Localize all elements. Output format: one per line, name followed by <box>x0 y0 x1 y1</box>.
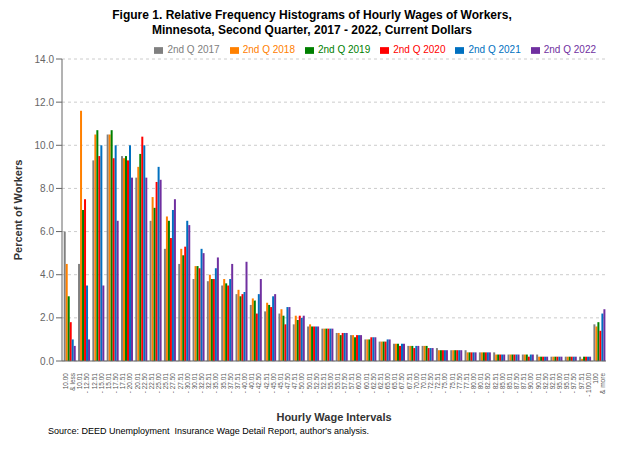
svg-text:Hourly Wage Intervals: Hourly Wage Intervals <box>276 411 391 423</box>
svg-text:6.0: 6.0 <box>40 226 54 237</box>
svg-text:95.01- 97.50: 95.01- 97.50 <box>563 373 577 394</box>
svg-text:47.51- 50.00: 47.51- 50.00 <box>291 373 305 394</box>
svg-text:10.00& less: 10.00& less <box>62 372 76 390</box>
svg-text:82.51- 85.00: 82.51- 85.00 <box>492 373 506 394</box>
svg-text:10.01- 12.50: 10.01- 12.50 <box>76 373 90 394</box>
html-text:2nd Q 2018: 2nd Q 2018 <box>242 44 295 55</box>
html-text:Minnesota, Second Quarter, 201: Minnesota, Second Quarter, 2017 - 2022, … <box>151 23 472 37</box>
svg-text:4.0: 4.0 <box>40 269 54 280</box>
svg-text:100& more: 100& more <box>592 373 606 394</box>
svg-text:30.01- 32.50: 30.01- 32.50 <box>191 373 205 394</box>
svg-text:15.01- 17.50: 15.01- 17.50 <box>105 373 119 394</box>
svg-text:65.01- 67.50: 65.01- 67.50 <box>391 373 405 394</box>
svg-text:37.51- 40.00: 37.51- 40.00 <box>234 373 248 394</box>
svg-text:12.51- 15.00: 12.51- 15.00 <box>91 373 105 394</box>
svg-text:2.0: 2.0 <box>40 312 54 323</box>
svg-text:27.51- 30.00: 27.51- 30.00 <box>177 373 191 394</box>
svg-text:90.01- 92.50: 90.01- 92.50 <box>535 373 549 394</box>
svg-text:50.01- 52.50: 50.01- 52.50 <box>306 373 320 394</box>
svg-text:20.01- 22.50: 20.01- 22.50 <box>134 373 148 394</box>
html-text:Source: DEED Unemployment Insu: Source: DEED Unemployment Insurance Wage… <box>48 426 369 436</box>
html-text:2nd Q 2022: 2nd Q 2022 <box>543 44 596 55</box>
html-text:Figure 1. Relative Frequency H: Figure 1. Relative Frequency Histograms … <box>112 8 512 22</box>
svg-text:10.0: 10.0 <box>35 140 55 151</box>
svg-text:12.0: 12.0 <box>35 97 55 108</box>
svg-text:8.0: 8.0 <box>40 183 54 194</box>
svg-text:87.51- 90.00: 87.51- 90.00 <box>520 373 534 394</box>
svg-text:55.01- 57.50: 55.01- 57.50 <box>334 373 348 394</box>
svg-text:14.0: 14.0 <box>35 54 55 65</box>
svg-text:70.01- 72.50: 70.01- 72.50 <box>420 373 434 394</box>
svg-text:Percent of Workers: Percent of Workers <box>12 160 24 261</box>
svg-text:42.51- 45.00: 42.51- 45.00 <box>263 373 277 394</box>
svg-text:57.51- 60.00: 57.51- 60.00 <box>348 373 362 394</box>
svg-text:92.51- 95.00: 92.51- 95.00 <box>549 373 563 394</box>
svg-text:97.51- 100.00: 97.51- 100.00 <box>578 373 592 397</box>
svg-text:62.51- 65.00: 62.51- 65.00 <box>377 373 391 394</box>
svg-text:22.51- 25.00: 22.51- 25.00 <box>148 373 162 394</box>
svg-text:35.01- 37.50: 35.01- 37.50 <box>220 373 234 394</box>
html-text:2nd Q 2020: 2nd Q 2020 <box>393 44 446 55</box>
svg-text:60.01- 62.50: 60.01- 62.50 <box>363 373 377 394</box>
svg-text:25.01- 27.50: 25.01- 27.50 <box>162 373 176 394</box>
svg-text:0.0: 0.0 <box>40 356 54 367</box>
svg-text:77.51- 80.00: 77.51- 80.00 <box>463 373 477 394</box>
svg-text:17.51- 20.00: 17.51- 20.00 <box>119 373 133 394</box>
svg-text:67.51- 70.00: 67.51- 70.00 <box>406 373 420 394</box>
svg-text:80.01- 82.50: 80.01- 82.50 <box>477 373 491 394</box>
svg-text:52.51- 55.00: 52.51- 55.00 <box>320 373 334 394</box>
svg-text:75.01- 77.50: 75.01- 77.50 <box>449 373 463 394</box>
html-text:2nd Q 2017: 2nd Q 2017 <box>167 44 220 55</box>
svg-text:45.01- 47.50: 45.01- 47.50 <box>277 373 291 394</box>
html-text:2nd Q 2019: 2nd Q 2019 <box>317 44 371 55</box>
html-text:2nd Q 2021: 2nd Q 2021 <box>468 44 521 55</box>
svg-text:40.01- 42.50: 40.01- 42.50 <box>248 373 262 394</box>
svg-text:32.51- 35.00: 32.51- 35.00 <box>205 373 219 394</box>
svg-text:72.51- 75.00: 72.51- 75.00 <box>434 373 448 394</box>
svg-text:85.01- 87.50: 85.01- 87.50 <box>506 373 520 394</box>
